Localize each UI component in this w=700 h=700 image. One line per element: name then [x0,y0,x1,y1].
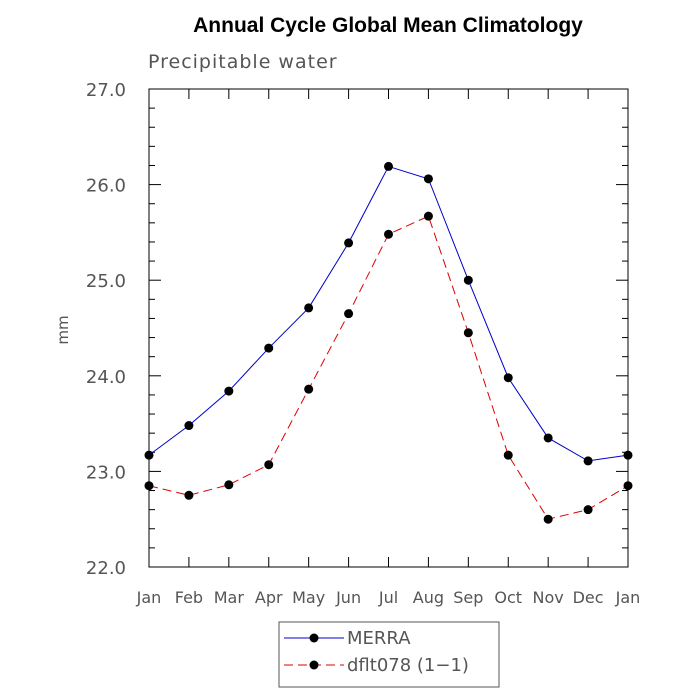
x-tick-label: Nov [533,588,564,607]
series-1-point [304,303,314,313]
y-ticks: 22.0 23.0 24.0 25.0 26.0 27.0 [86,80,628,579]
series-2-point [623,481,633,491]
series-1-point [463,275,473,285]
x-tick-label: Jun [335,588,361,607]
series-layer [144,161,633,524]
legend-box [278,621,500,688]
y-axis-label: mm [54,315,72,344]
chart-title: Annual Cycle Global Mean Climatology [193,14,583,37]
series-2-point [144,481,154,491]
series-1-point [583,456,593,466]
x-tick-label: Dec [573,588,604,607]
series-2-point [184,490,194,500]
x-tick-label: Feb [175,588,203,607]
series-2-point [384,229,393,239]
series-2-point [463,328,473,338]
x-tick-label: Jul [378,588,398,607]
y-tick-label: 25.0 [86,271,126,292]
series-1-point [503,373,513,383]
legend: MERRA dflt078 (1−1) [278,621,500,688]
series-1-point [543,433,553,443]
legend-label-1: MERRA [347,628,411,649]
series-2-point [304,384,314,394]
series-2-point [264,460,274,470]
y-tick-label: 22.0 [86,558,126,579]
chart-subtitle: Precipitable water [148,51,338,73]
series-2-point [344,309,354,319]
x-tick-label: Jan [136,588,162,607]
series-line-1 [148,165,629,462]
series-1-point [384,161,393,171]
series-line-2 [148,215,629,520]
series-2-point [583,505,593,515]
series-1-point [423,174,433,184]
series-1-point [344,238,354,248]
x-tick-label: May [292,588,325,607]
series-1-point [144,450,154,460]
series-2-point [224,480,234,490]
series-1-point [184,421,194,431]
series-2-point [503,450,513,460]
x-tick-label: Jan [615,588,641,607]
legend-marker-1 [309,633,319,643]
series-1-point [264,343,274,353]
series-2-point [543,514,553,524]
series-2-point [423,211,433,221]
plot-frame [148,88,629,568]
x-tick-label: Oct [494,588,522,607]
y-tick-label: 26.0 [86,176,126,197]
x-tick-label: Apr [255,588,283,607]
y-tick-label: 27.0 [86,80,126,101]
series-1-point [224,386,234,396]
y-tick-label: 24.0 [86,367,126,388]
series-1-point [623,450,633,460]
x-tick-label: Sep [453,588,483,607]
x-tick-label: Aug [413,588,444,607]
y-tick-label: 23.0 [86,462,126,483]
x-tick-label: Mar [214,588,245,607]
x-ticks: Jan Feb Mar Apr May Jun Jul Aug Sep Oct Nov Dec Jan [136,89,641,607]
legend-label-2: dflt078 (1−1) [347,655,469,676]
legend-marker-2 [309,660,319,670]
